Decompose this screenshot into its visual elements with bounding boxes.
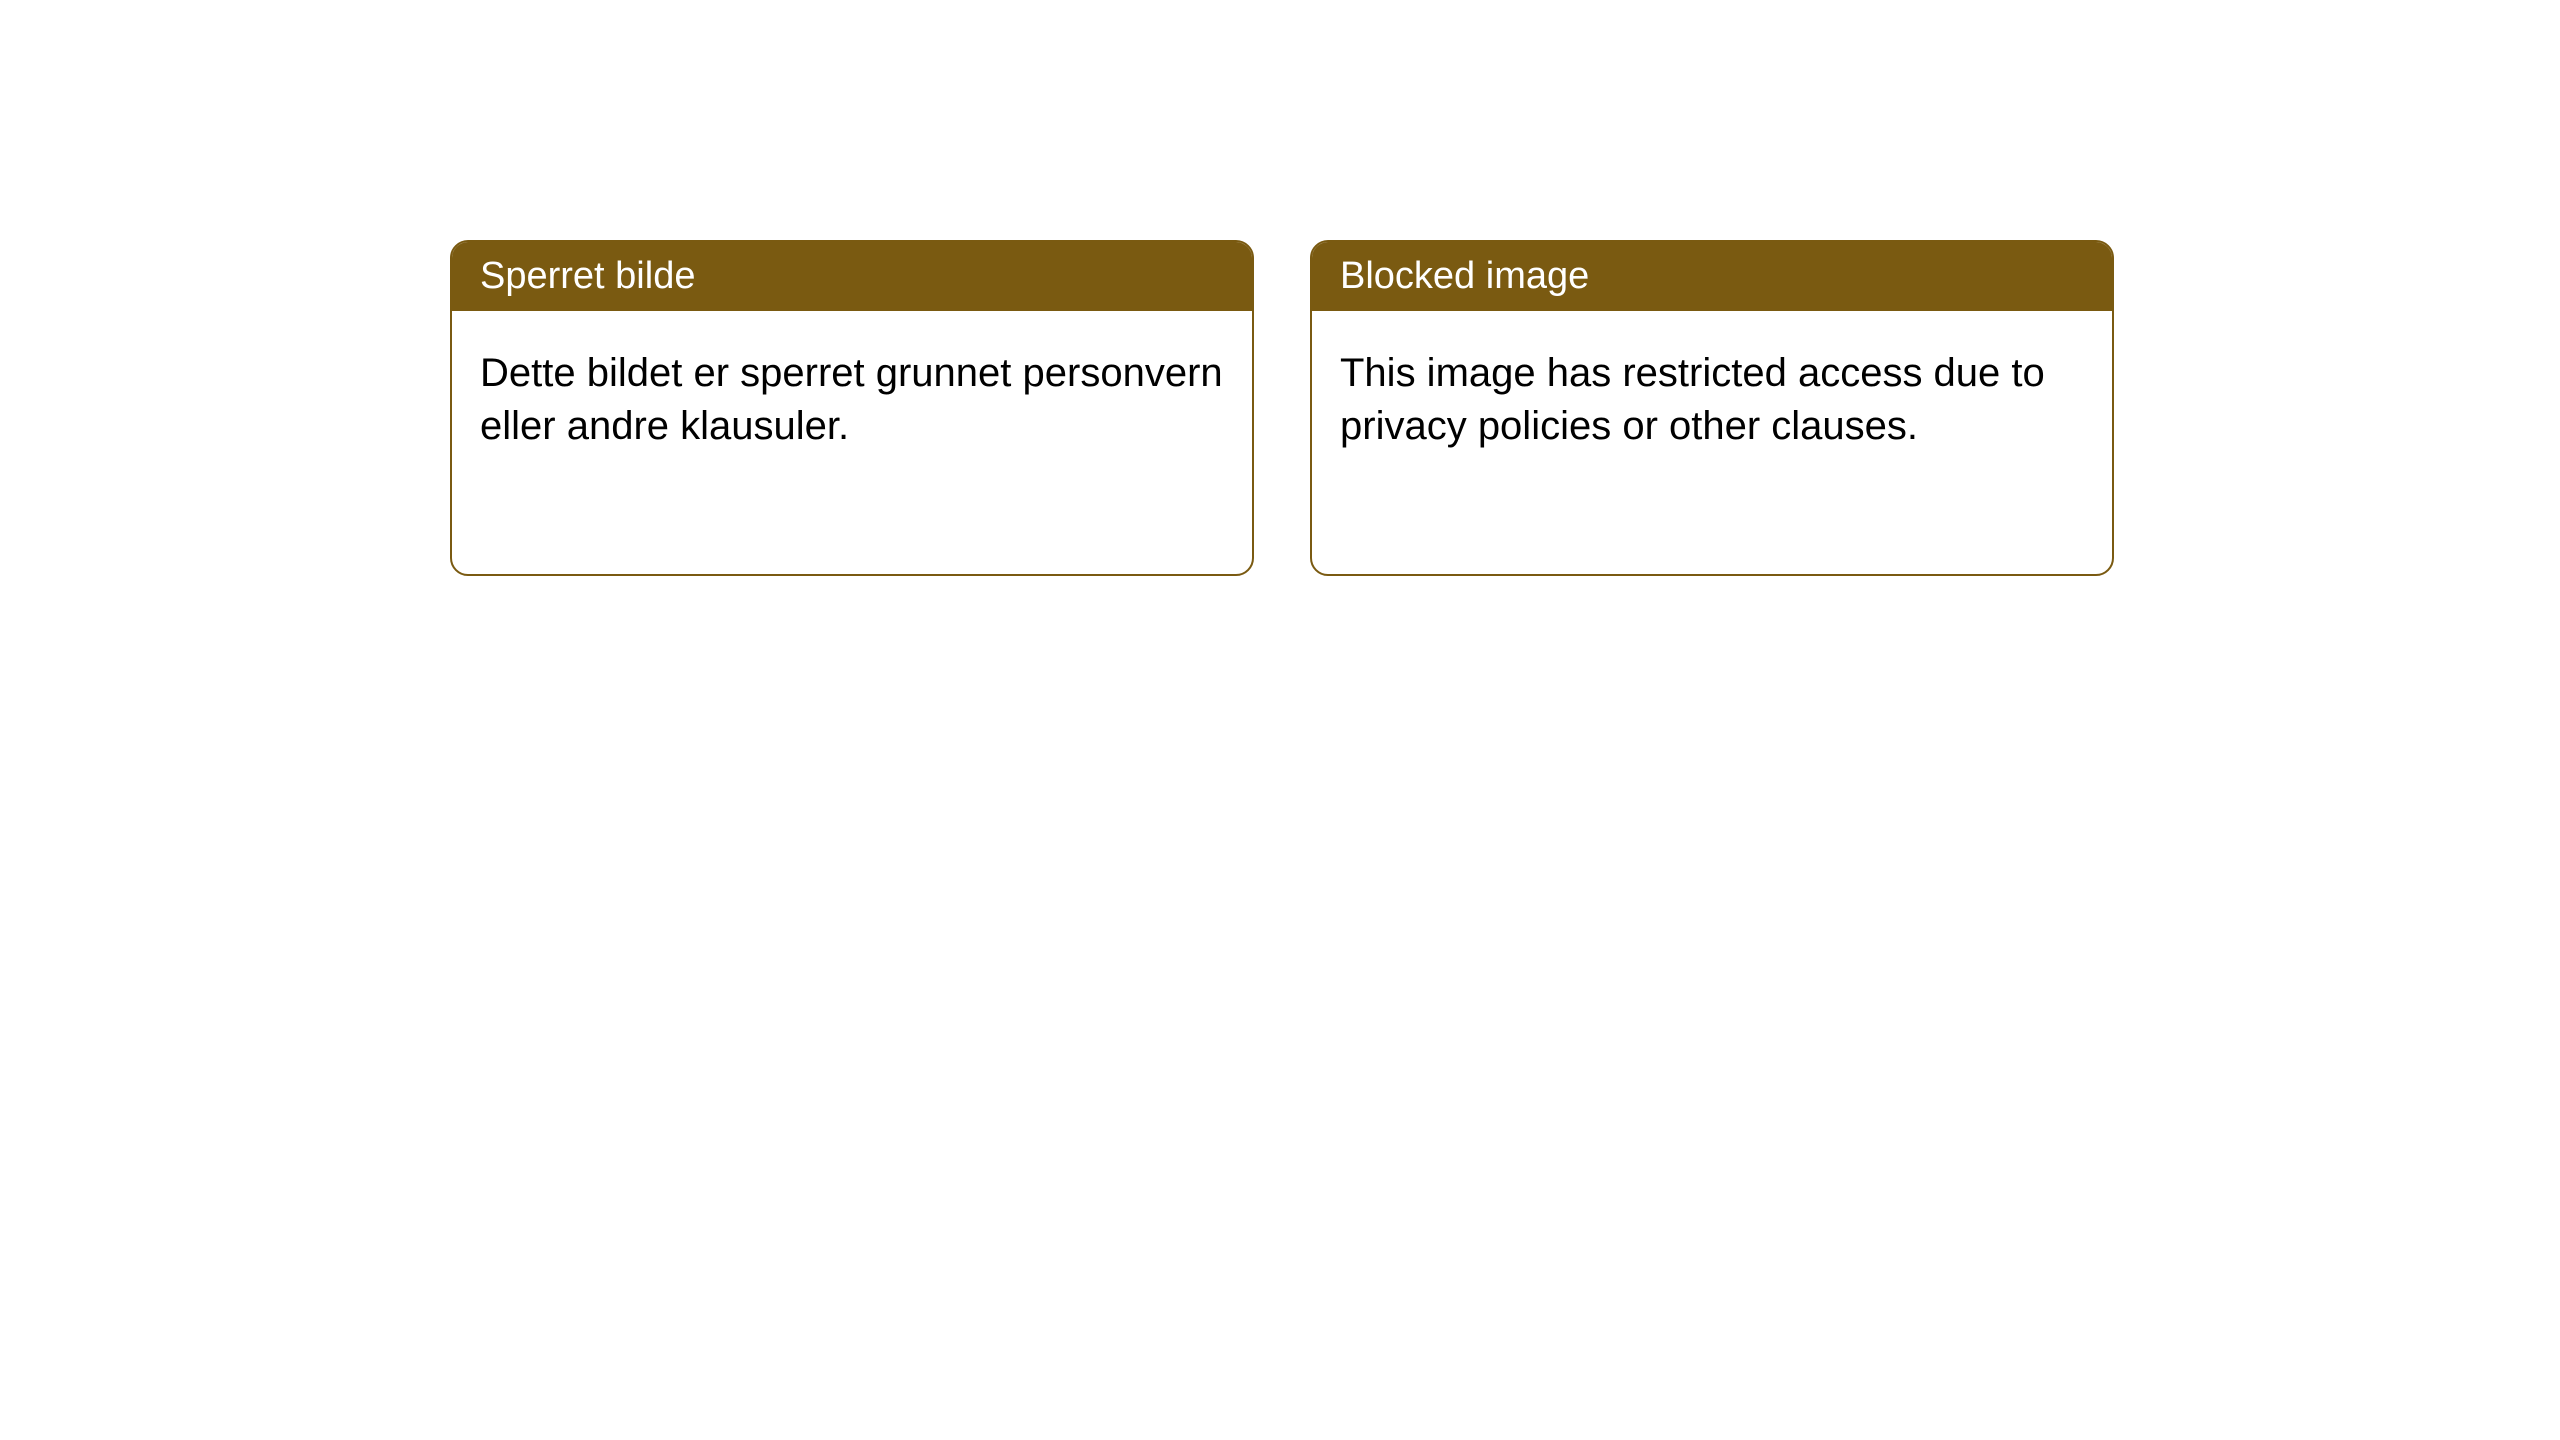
notice-card-norwegian: Sperret bilde Dette bildet er sperret gr… <box>450 240 1254 576</box>
notice-title: Sperret bilde <box>452 242 1252 311</box>
notice-title: Blocked image <box>1312 242 2112 311</box>
notice-body: Dette bildet er sperret grunnet personve… <box>452 311 1252 489</box>
notice-card-english: Blocked image This image has restricted … <box>1310 240 2114 576</box>
notice-body: This image has restricted access due to … <box>1312 311 2112 489</box>
notice-container: Sperret bilde Dette bildet er sperret gr… <box>450 240 2114 576</box>
